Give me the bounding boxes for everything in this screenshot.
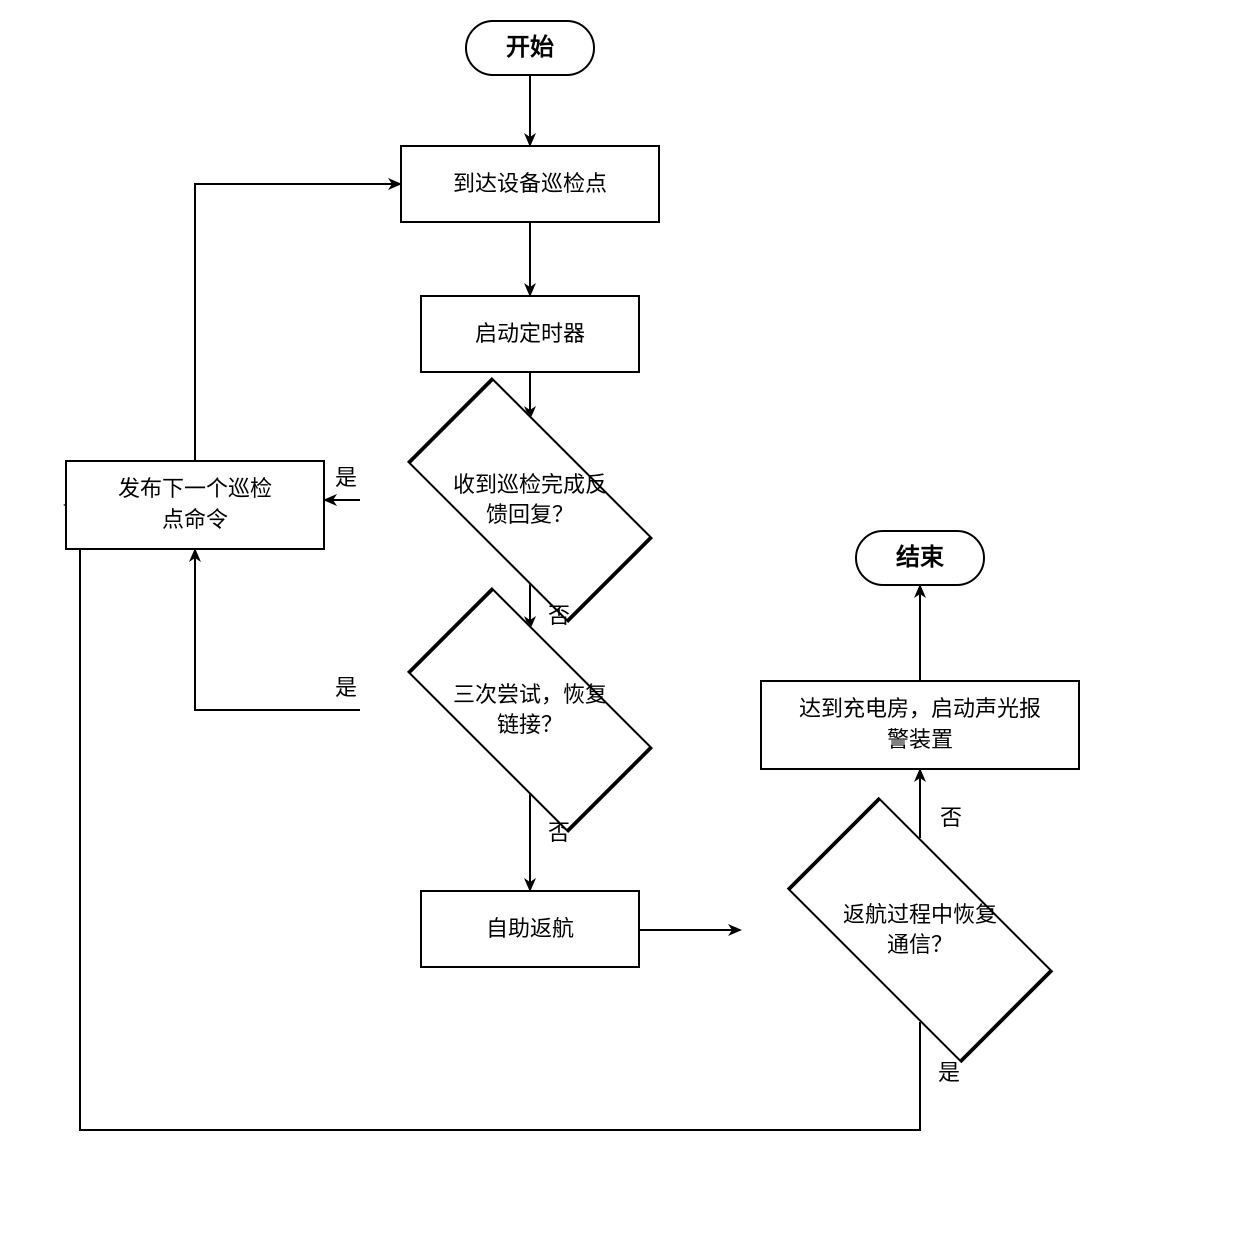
label-gotfb-yes: 是 xyxy=(335,460,357,492)
node-arrive-label: 到达设备巡检点 xyxy=(453,169,607,200)
node-next: 发布下一个巡检 点命令 xyxy=(65,460,325,550)
node-timer-label: 启动定时器 xyxy=(475,319,585,350)
node-return: 自助返航 xyxy=(420,890,640,968)
node-next-label: 发布下一个巡检 点命令 xyxy=(118,474,272,536)
node-alarm-label: 达到充电房，启动声光报 警装置 xyxy=(799,694,1041,756)
node-end-label: 结束 xyxy=(896,541,944,575)
node-gotfb: 收到巡检完成反 馈回复？ xyxy=(360,418,700,582)
node-recover: 返航过程中恢复 通信？ xyxy=(740,838,1100,1022)
node-timer: 启动定时器 xyxy=(420,295,640,373)
label-retry-no: 否 xyxy=(548,815,570,847)
node-recover-label: 返航过程中恢复 通信？ xyxy=(843,900,997,959)
node-end: 结束 xyxy=(855,530,985,586)
node-alarm: 达到充电房，启动声光报 警装置 xyxy=(760,680,1080,770)
label-retry-yes: 是 xyxy=(335,670,357,702)
node-arrive: 到达设备巡检点 xyxy=(400,145,660,223)
label-gotfb-no: 否 xyxy=(548,598,570,630)
node-start-label: 开始 xyxy=(506,31,554,65)
node-retry-label: 三次尝试，恢复 链接？ xyxy=(453,680,607,739)
node-retry: 三次尝试，恢复 链接？ xyxy=(360,628,700,792)
label-recover-yes: 是 xyxy=(938,1055,960,1087)
node-start: 开始 xyxy=(465,20,595,76)
node-return-label: 自助返航 xyxy=(486,914,574,945)
label-recover-no: 否 xyxy=(940,800,962,832)
flowchart-canvas: 开始 到达设备巡检点 启动定时器 收到巡检完成反 馈回复？ 三次尝试，恢复 链接… xyxy=(0,0,1240,1247)
node-gotfb-label: 收到巡检完成反 馈回复？ xyxy=(453,470,607,529)
